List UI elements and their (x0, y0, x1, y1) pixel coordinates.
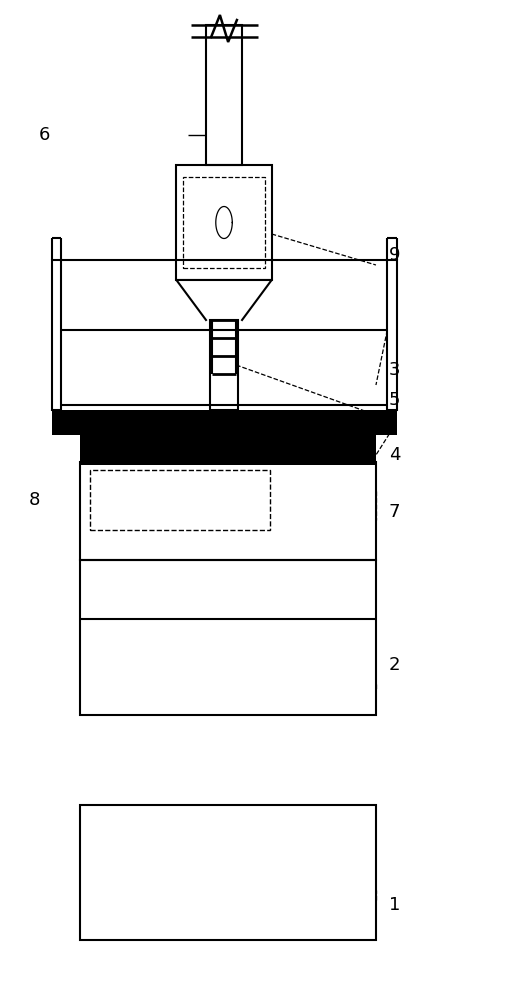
Text: 9: 9 (389, 246, 400, 264)
Text: 6: 6 (39, 126, 50, 144)
Bar (80, 435, 376, 465)
Text: 2: 2 (389, 656, 400, 674)
Text: 4: 4 (389, 446, 400, 464)
Bar (210, 320, 238, 410)
Bar (52, 260, 61, 410)
Text: 7: 7 (389, 503, 400, 521)
Text: 8: 8 (28, 491, 40, 509)
Bar (206, 25, 242, 165)
Text: 1: 1 (389, 896, 400, 914)
Bar (52, 410, 397, 435)
Bar (80, 560, 376, 715)
Polygon shape (176, 280, 272, 320)
Bar (80, 462, 376, 560)
Text: 5: 5 (389, 391, 400, 409)
Bar (176, 165, 272, 280)
Bar (387, 260, 397, 410)
Text: 3: 3 (389, 361, 400, 379)
Bar (183, 177, 266, 268)
Bar (80, 805, 376, 940)
Bar (90, 470, 270, 530)
